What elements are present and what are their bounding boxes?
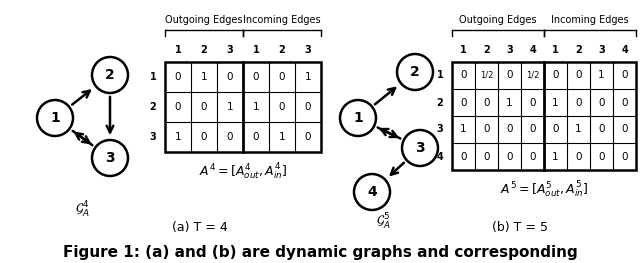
Text: 0: 0 xyxy=(253,72,259,82)
Text: 1: 1 xyxy=(175,45,181,55)
Text: 0: 0 xyxy=(529,98,536,108)
Text: 2: 2 xyxy=(575,45,582,55)
Text: 0: 0 xyxy=(279,102,285,112)
Text: 0: 0 xyxy=(506,70,513,80)
Text: (a) T = 4: (a) T = 4 xyxy=(172,221,228,235)
Text: 0: 0 xyxy=(529,151,536,161)
Text: 4: 4 xyxy=(529,45,536,55)
Text: 0: 0 xyxy=(575,151,582,161)
Text: 0: 0 xyxy=(175,72,181,82)
Text: 1: 1 xyxy=(460,124,467,134)
Text: Incoming Edges: Incoming Edges xyxy=(551,15,629,25)
Text: 3: 3 xyxy=(150,132,156,142)
Text: 0: 0 xyxy=(305,102,311,112)
Text: 4: 4 xyxy=(436,151,444,161)
Text: $A^4=[A_{out}^4, A_{in}^4]$: $A^4=[A_{out}^4, A_{in}^4]$ xyxy=(199,162,287,182)
Text: 0: 0 xyxy=(201,102,207,112)
Text: 0: 0 xyxy=(506,124,513,134)
Text: (b) T = 5: (b) T = 5 xyxy=(492,221,548,235)
Text: 1: 1 xyxy=(253,45,259,55)
Text: 0: 0 xyxy=(552,124,559,134)
Text: 0: 0 xyxy=(575,70,582,80)
Text: 1: 1 xyxy=(50,111,60,125)
Text: 1: 1 xyxy=(150,72,156,82)
Text: $\mathcal{G}_A^5$: $\mathcal{G}_A^5$ xyxy=(376,212,390,232)
Text: 0: 0 xyxy=(279,72,285,82)
Text: 0: 0 xyxy=(175,102,181,112)
Text: Figure 1: (a) and (b) are dynamic graphs and corresponding: Figure 1: (a) and (b) are dynamic graphs… xyxy=(63,245,577,260)
Text: 1: 1 xyxy=(460,45,467,55)
Text: 2: 2 xyxy=(483,45,490,55)
Text: 0: 0 xyxy=(621,151,628,161)
Text: 0: 0 xyxy=(598,151,605,161)
Text: 0: 0 xyxy=(552,70,559,80)
Text: 0: 0 xyxy=(483,151,490,161)
Text: $A^5=[A_{out}^5, A_{in}^5]$: $A^5=[A_{out}^5, A_{in}^5]$ xyxy=(500,180,588,200)
Circle shape xyxy=(37,100,73,136)
Text: 1: 1 xyxy=(552,98,559,108)
Text: 2: 2 xyxy=(105,68,115,82)
Text: 2: 2 xyxy=(436,98,444,108)
Text: 0: 0 xyxy=(227,132,233,142)
Text: 1: 1 xyxy=(552,45,559,55)
Text: Outgoing Edges: Outgoing Edges xyxy=(460,15,537,25)
Text: 1: 1 xyxy=(598,70,605,80)
Text: 0: 0 xyxy=(621,98,628,108)
Circle shape xyxy=(340,100,376,136)
Circle shape xyxy=(354,174,390,210)
Text: 3: 3 xyxy=(506,45,513,55)
Text: 2: 2 xyxy=(150,102,156,112)
Circle shape xyxy=(92,57,128,93)
Text: 1: 1 xyxy=(353,111,363,125)
Text: Outgoing Edges: Outgoing Edges xyxy=(165,15,243,25)
Text: $\mathcal{G}_A^4$: $\mathcal{G}_A^4$ xyxy=(75,200,90,220)
Text: 0: 0 xyxy=(483,124,490,134)
Circle shape xyxy=(402,130,438,166)
Text: 3: 3 xyxy=(598,45,605,55)
Text: 0: 0 xyxy=(598,124,605,134)
Text: 0: 0 xyxy=(201,132,207,142)
Text: 1: 1 xyxy=(227,102,234,112)
Text: 0: 0 xyxy=(483,98,490,108)
Text: 0: 0 xyxy=(305,132,311,142)
Text: 0: 0 xyxy=(621,70,628,80)
Text: 3: 3 xyxy=(105,151,115,165)
Text: 1/2: 1/2 xyxy=(480,71,493,80)
Text: 0: 0 xyxy=(621,124,628,134)
Text: 0: 0 xyxy=(529,124,536,134)
Text: 3: 3 xyxy=(305,45,312,55)
Text: 0: 0 xyxy=(506,151,513,161)
Text: 4: 4 xyxy=(621,45,628,55)
Text: 1: 1 xyxy=(575,124,582,134)
Text: 1: 1 xyxy=(278,132,285,142)
Text: 2: 2 xyxy=(200,45,207,55)
Circle shape xyxy=(397,54,433,90)
Text: 2: 2 xyxy=(410,65,420,79)
Text: 3: 3 xyxy=(415,141,425,155)
Text: 1: 1 xyxy=(436,70,444,80)
Bar xyxy=(165,62,321,152)
Text: 1: 1 xyxy=(305,72,311,82)
Text: 1/2: 1/2 xyxy=(526,71,539,80)
Text: 1: 1 xyxy=(253,102,259,112)
Text: 0: 0 xyxy=(460,70,467,80)
Bar xyxy=(452,62,636,170)
Text: 3: 3 xyxy=(227,45,234,55)
Text: 0: 0 xyxy=(460,98,467,108)
Text: 1: 1 xyxy=(506,98,513,108)
Text: 0: 0 xyxy=(598,98,605,108)
Text: 3: 3 xyxy=(436,124,444,134)
Circle shape xyxy=(92,140,128,176)
Text: Incoming Edges: Incoming Edges xyxy=(243,15,321,25)
Text: 1: 1 xyxy=(201,72,207,82)
Text: 0: 0 xyxy=(460,151,467,161)
Text: 1: 1 xyxy=(552,151,559,161)
Text: 0: 0 xyxy=(253,132,259,142)
Text: 2: 2 xyxy=(278,45,285,55)
Text: 0: 0 xyxy=(227,72,233,82)
Text: 4: 4 xyxy=(367,185,377,199)
Text: 1: 1 xyxy=(175,132,181,142)
Text: 0: 0 xyxy=(575,98,582,108)
